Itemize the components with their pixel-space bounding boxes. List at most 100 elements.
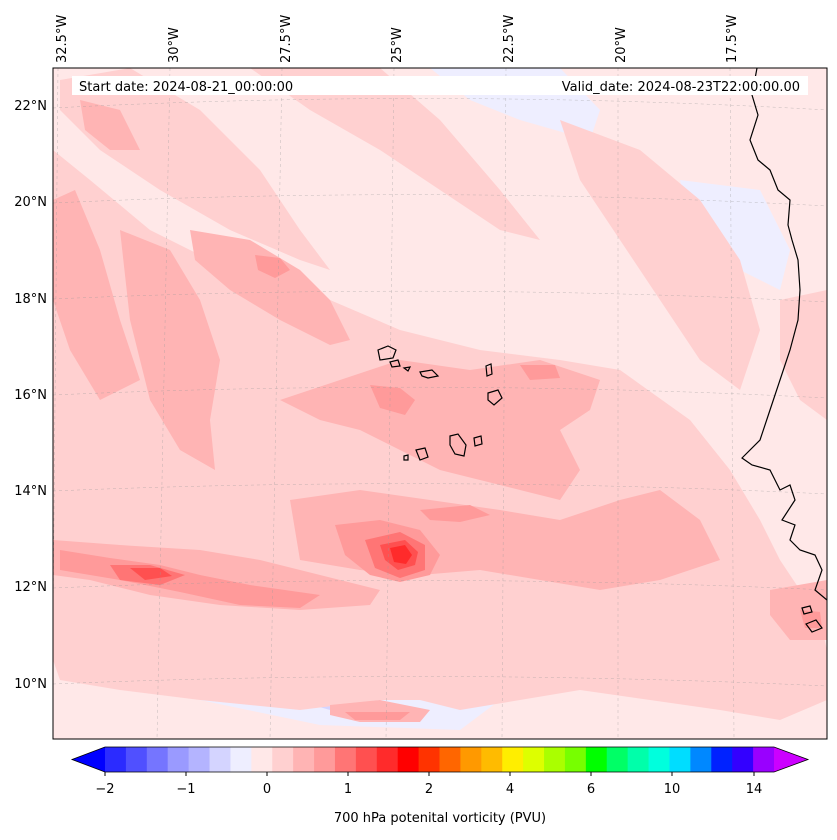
longitude-label: 20°W	[614, 27, 629, 63]
colorbar-swatch	[418, 747, 440, 772]
pos-pv-region	[80, 100, 140, 150]
colorbar-tick-label: 10	[664, 782, 681, 797]
meridian-line	[156, 68, 171, 739]
latitude-label: 10°N	[14, 677, 47, 692]
pos-pv-region	[390, 545, 412, 564]
colorbar-swatch	[125, 747, 148, 772]
neg-pv-region	[680, 180, 790, 290]
colorbar-swatch	[648, 747, 670, 772]
island-fogo	[415, 447, 429, 461]
start-date-label: Start date: 2024-08-21_00:00:00	[79, 80, 293, 95]
coastlines	[377, 68, 827, 633]
colorbar-swatch	[753, 747, 775, 772]
pos-pv-region	[560, 120, 760, 390]
colorbar-swatch	[481, 747, 503, 772]
longitude-tick-labels: 32.5°W 30°W 27.5°W 25°W 22.5°W 20°W 17.5°W	[55, 15, 740, 63]
colorbar-tick-label: −2	[95, 782, 114, 797]
colorbar-swatch	[606, 747, 629, 772]
parallel-line	[53, 98, 827, 111]
latitude-label: 16°N	[14, 388, 47, 403]
colorbar-swatch	[355, 747, 378, 772]
colorbar-tick-label: 0	[263, 782, 271, 797]
african-coastline	[741, 68, 827, 601]
pos-pv-region	[60, 550, 320, 608]
colorbar-swatch	[439, 747, 461, 772]
colorbar-swatch	[314, 747, 336, 772]
island-sao-nicolau	[419, 369, 440, 379]
meridian-line	[269, 68, 283, 739]
colorbar-swatch	[376, 747, 399, 772]
colorbar-swatch	[146, 747, 169, 772]
parallel-line	[53, 483, 827, 495]
pos-pv-region	[780, 290, 827, 420]
colorbar-swatch	[732, 747, 754, 772]
colorbar-swatch	[188, 747, 211, 772]
colorbar-swatch	[502, 747, 524, 772]
island-maio	[473, 435, 483, 447]
latitude-label: 20°N	[14, 195, 47, 210]
pos-pv-region	[800, 610, 822, 628]
colorbar-swatch	[230, 747, 252, 772]
map-frame	[52, 67, 828, 740]
colorbar-tick-label: 14	[746, 782, 763, 797]
colorbar-max-extension	[774, 747, 808, 772]
date-label-background	[72, 76, 808, 95]
latitude-tick-labels: 22°N 20°N 18°N 16°N 14°N 12°N 10°N	[14, 99, 47, 692]
colorbar-swatch	[585, 747, 608, 772]
colorbar-swatch	[105, 747, 127, 772]
valid-date-label: Valid_date: 2024-08-23T22:00:00.00	[562, 80, 800, 95]
colorbar-tick-label: 1	[344, 782, 352, 797]
pos-pv-region	[250, 68, 540, 240]
longitude-label: 22.5°W	[502, 15, 517, 63]
colorbar-swatch	[272, 747, 294, 772]
island-brava	[403, 454, 409, 461]
pos-pv-region	[520, 365, 560, 380]
map-area	[53, 68, 827, 739]
longitude-label: 25°W	[390, 27, 405, 63]
longitude-label: 27.5°W	[279, 15, 294, 63]
graticule	[53, 68, 827, 739]
colorbar-tick-label: 2	[425, 782, 433, 797]
pos-pv-region	[345, 712, 410, 720]
colorbar-swatch	[334, 747, 357, 772]
island-bissagos	[805, 619, 823, 633]
meridian-line	[385, 68, 395, 739]
island-sao-vicente	[389, 359, 401, 368]
longitude-label: 17.5°W	[725, 15, 740, 63]
colorbar-swatch	[544, 747, 566, 772]
pos-pv-region	[420, 505, 490, 522]
longitude-label: 32.5°W	[55, 15, 70, 63]
colorbar-swatch	[293, 747, 315, 772]
colorbar-swatch	[209, 747, 231, 772]
colorbar-tick-label: 6	[587, 782, 595, 797]
colorbar: −2 −1 0 1 2 4 6 10 14	[70, 746, 810, 797]
latitude-label: 12°N	[14, 580, 47, 595]
latitude-label: 22°N	[14, 99, 47, 114]
island-santiago	[449, 433, 467, 457]
pos-pv-region	[190, 230, 350, 345]
positive-pv-regions	[53, 68, 827, 722]
island-santa-luzia	[402, 366, 412, 372]
colorbar-swatch	[523, 747, 545, 772]
parallel-line	[53, 386, 827, 399]
meridian-line	[729, 68, 735, 739]
colorbar-swatch	[627, 747, 650, 772]
latitude-label: 14°N	[14, 484, 47, 499]
island-bissagos	[801, 605, 813, 615]
colorbar-swatch	[711, 747, 733, 772]
longitude-label: 30°W	[167, 27, 182, 63]
pos-pv-region	[370, 385, 415, 415]
colorbar-swatch	[669, 747, 691, 772]
meridian-line	[501, 68, 507, 739]
latitude-label: 18°N	[14, 292, 47, 307]
colorbar-swatch	[251, 747, 273, 772]
pos-pv-region	[120, 230, 220, 470]
island-sal	[485, 363, 493, 377]
pos-pv-region	[130, 568, 172, 580]
pos-pv-region	[53, 190, 140, 400]
parallel-line	[53, 676, 827, 687]
parallel-line	[53, 194, 827, 207]
colorbar-min-extension	[72, 747, 105, 772]
